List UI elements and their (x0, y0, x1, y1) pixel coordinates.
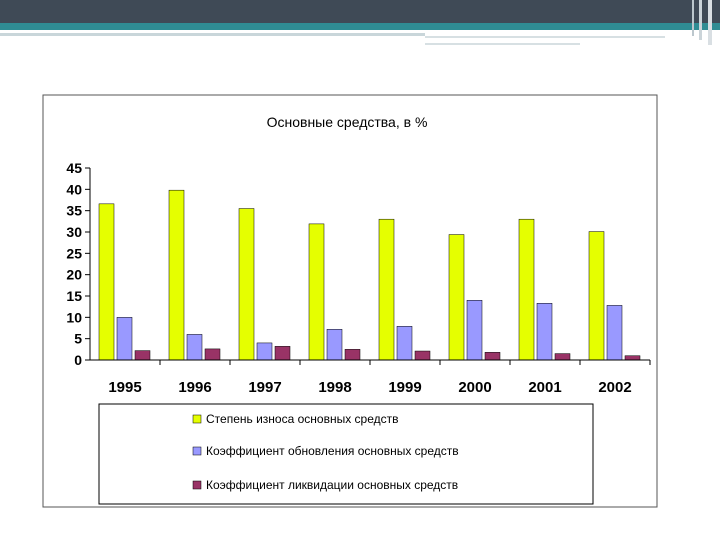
legend-box (98, 403, 594, 505)
legend-label: Коэффициент обновления основных средств (206, 444, 459, 458)
bar-1999-series-2 (396, 326, 413, 361)
bar-1995-series-2 (116, 317, 133, 361)
x-tick-label: 2002 (598, 379, 631, 396)
bar-1995-series-1 (98, 203, 115, 361)
bar-1999-series-1 (378, 218, 395, 361)
legend-swatch (192, 414, 202, 424)
legend: Степень износа основных средств Коэффицие… (192, 412, 459, 492)
bar-1997-series-1 (238, 208, 255, 361)
x-tick-label: 1999 (388, 379, 421, 396)
x-tick-label: 1996 (178, 379, 211, 396)
slide-header-bar (0, 0, 720, 23)
slide-corner-decoration (708, 0, 712, 45)
chart-title: Основные средства, в % (267, 114, 428, 130)
bar-1995-series-3 (134, 350, 151, 361)
x-tick-label: 1998 (318, 379, 351, 396)
y-tick-label: 35 (66, 203, 82, 219)
bar-1998-series-3 (344, 349, 361, 361)
bar-2001-series-2 (536, 303, 553, 361)
bar-2001-series-1 (518, 218, 535, 361)
y-tick-label: 15 (66, 288, 82, 304)
bar-2002-series-1 (588, 231, 605, 361)
legend-label: Коэффициент ликвидации основных средств (206, 478, 458, 492)
slide-accent-band (0, 23, 720, 30)
bar-1999-series-3 (414, 350, 431, 361)
y-tick-label: 20 (66, 267, 82, 283)
bar-2001-series-3 (554, 353, 571, 361)
bar-2002-series-2 (606, 305, 623, 361)
y-axis: 0 5 10 15 20 25 30 35 40 45 (66, 160, 91, 368)
slide-accent-line (425, 43, 580, 45)
x-tick-label: 2000 (458, 379, 491, 396)
y-tick-label: 5 (74, 331, 82, 347)
slide-corner-decoration (692, 0, 694, 36)
bar-1996-series-2 (186, 334, 203, 361)
slide-accent-line (0, 33, 425, 36)
bar-1997-series-3 (274, 346, 291, 361)
y-tick-label: 25 (66, 245, 82, 261)
x-axis: 1995 1996 1997 1998 1999 2000 2001 2002 (90, 359, 651, 396)
bar-1998-series-1 (308, 223, 325, 361)
legend-swatch (192, 446, 202, 456)
bar-1997-series-2 (256, 342, 273, 361)
x-tick-label: 1997 (248, 379, 281, 396)
slide-corner-decoration (699, 0, 702, 40)
y-tick-label: 10 (66, 309, 82, 325)
bar-2000-series-3 (484, 352, 501, 361)
legend-swatch (192, 480, 202, 490)
slide-accent-line (425, 36, 665, 38)
y-tick-label: 40 (66, 181, 82, 197)
y-tick-label: 0 (74, 352, 82, 368)
bar-2002-series-3 (624, 355, 641, 361)
y-tick-label: 45 (66, 160, 82, 176)
bar-2000-series-1 (448, 234, 465, 361)
bar-2000-series-2 (466, 300, 483, 361)
y-tick-label: 30 (66, 224, 82, 240)
legend-label: Степень износа основных средств (206, 412, 399, 426)
bar-1998-series-2 (326, 329, 343, 361)
bar-1996-series-3 (204, 348, 221, 361)
x-tick-label: 2001 (528, 379, 561, 396)
bars (98, 189, 641, 361)
bar-1996-series-1 (168, 189, 185, 361)
x-tick-label: 1995 (108, 379, 141, 396)
